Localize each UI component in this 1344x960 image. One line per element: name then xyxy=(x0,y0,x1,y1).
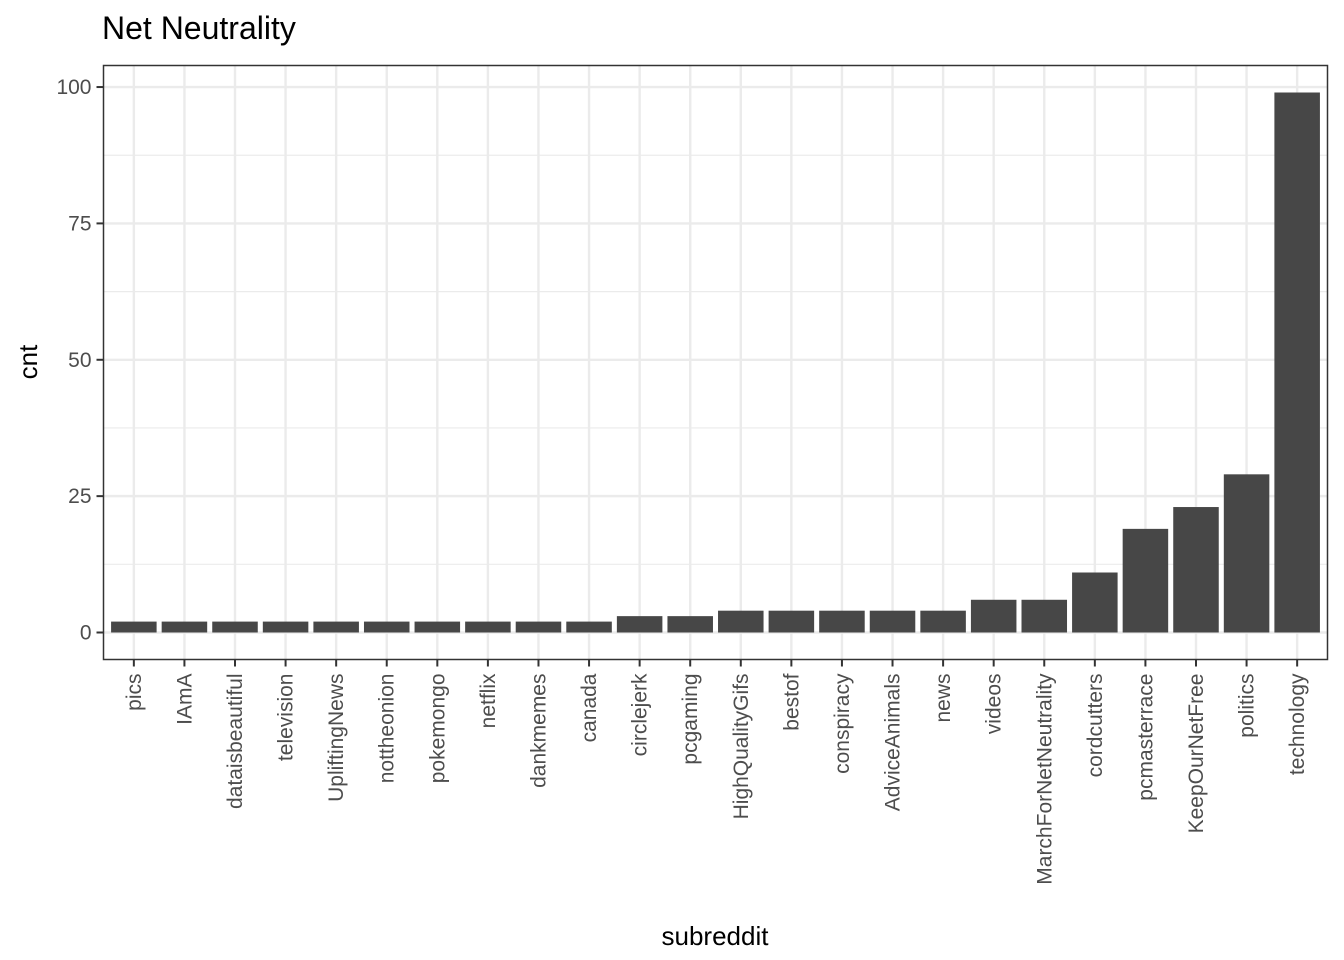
bar xyxy=(566,621,612,633)
bar xyxy=(970,599,1017,633)
y-tick-label: 50 xyxy=(68,349,91,372)
x-tick-label: netflix xyxy=(477,673,500,728)
x-tick-label: conspiracy xyxy=(831,673,854,774)
x-tick-label: television xyxy=(275,674,298,762)
x-tick-label: AdviceAnimals xyxy=(882,674,905,812)
bar xyxy=(414,621,461,633)
chart-title: Net Neutrality xyxy=(102,10,296,46)
bar xyxy=(1173,507,1219,633)
x-tick-label: news xyxy=(932,674,955,723)
bar xyxy=(920,610,966,633)
bar xyxy=(718,610,764,633)
x-tick-label: pokemongo xyxy=(426,674,449,784)
x-tick-label: pics xyxy=(123,674,146,711)
bar xyxy=(616,616,663,633)
bars xyxy=(111,92,1320,633)
x-tick-label: circlejerk xyxy=(629,673,652,756)
x-tick-label: politics xyxy=(1236,674,1259,738)
bar xyxy=(212,621,258,633)
x-tick-label: HighQualityGifs xyxy=(730,674,753,820)
x-tick-label: technology xyxy=(1286,673,1309,775)
bar xyxy=(819,610,865,633)
y-tick-label: 100 xyxy=(56,76,91,99)
bar xyxy=(667,616,713,633)
bar xyxy=(515,621,562,633)
x-tick-label: dankmemes xyxy=(527,674,550,788)
bar xyxy=(1122,528,1169,633)
bar xyxy=(363,621,410,633)
bar xyxy=(1223,474,1270,633)
panel-border xyxy=(102,64,1329,661)
y-tick-label: 0 xyxy=(80,622,92,645)
x-tick-label: bestof xyxy=(780,673,803,730)
bar xyxy=(262,621,309,633)
x-tick-label: canada xyxy=(578,673,601,742)
x-tick-label: cordcutters xyxy=(1084,674,1107,778)
bar xyxy=(313,621,359,633)
x-tick-label: UpliftingNews xyxy=(325,674,348,802)
bar xyxy=(465,621,511,633)
x-tick-label: pcgaming xyxy=(679,674,702,765)
bar xyxy=(111,621,157,633)
y-axis-title: cnt xyxy=(13,344,43,379)
bar xyxy=(869,610,916,633)
x-axis-title: subreddit xyxy=(662,921,770,951)
x-tick-label: IAmA xyxy=(173,674,196,725)
bar xyxy=(1072,572,1118,633)
x-tick-label: videos xyxy=(983,674,1006,735)
x-axis: pics IAmA dataisbeautiful television Uplifti… xyxy=(123,659,1309,885)
grid-lines xyxy=(103,65,1328,660)
x-tick-label: nottheonion xyxy=(376,674,399,784)
x-tick-label: dataisbeautiful xyxy=(224,674,247,809)
x-tick-label: KeepOurNetFree xyxy=(1185,674,1208,834)
x-tick-label: MarchForNetNeutrality xyxy=(1033,673,1056,885)
x-tick-label: pcmasterrace xyxy=(1134,674,1157,801)
bar xyxy=(1274,92,1320,633)
bar xyxy=(1021,599,1068,633)
y-tick-label: 75 xyxy=(68,212,91,235)
bar xyxy=(768,610,815,633)
bar xyxy=(161,621,208,633)
y-tick-label: 25 xyxy=(68,485,91,508)
y-axis: 0 25 50 75 100 xyxy=(56,76,104,645)
